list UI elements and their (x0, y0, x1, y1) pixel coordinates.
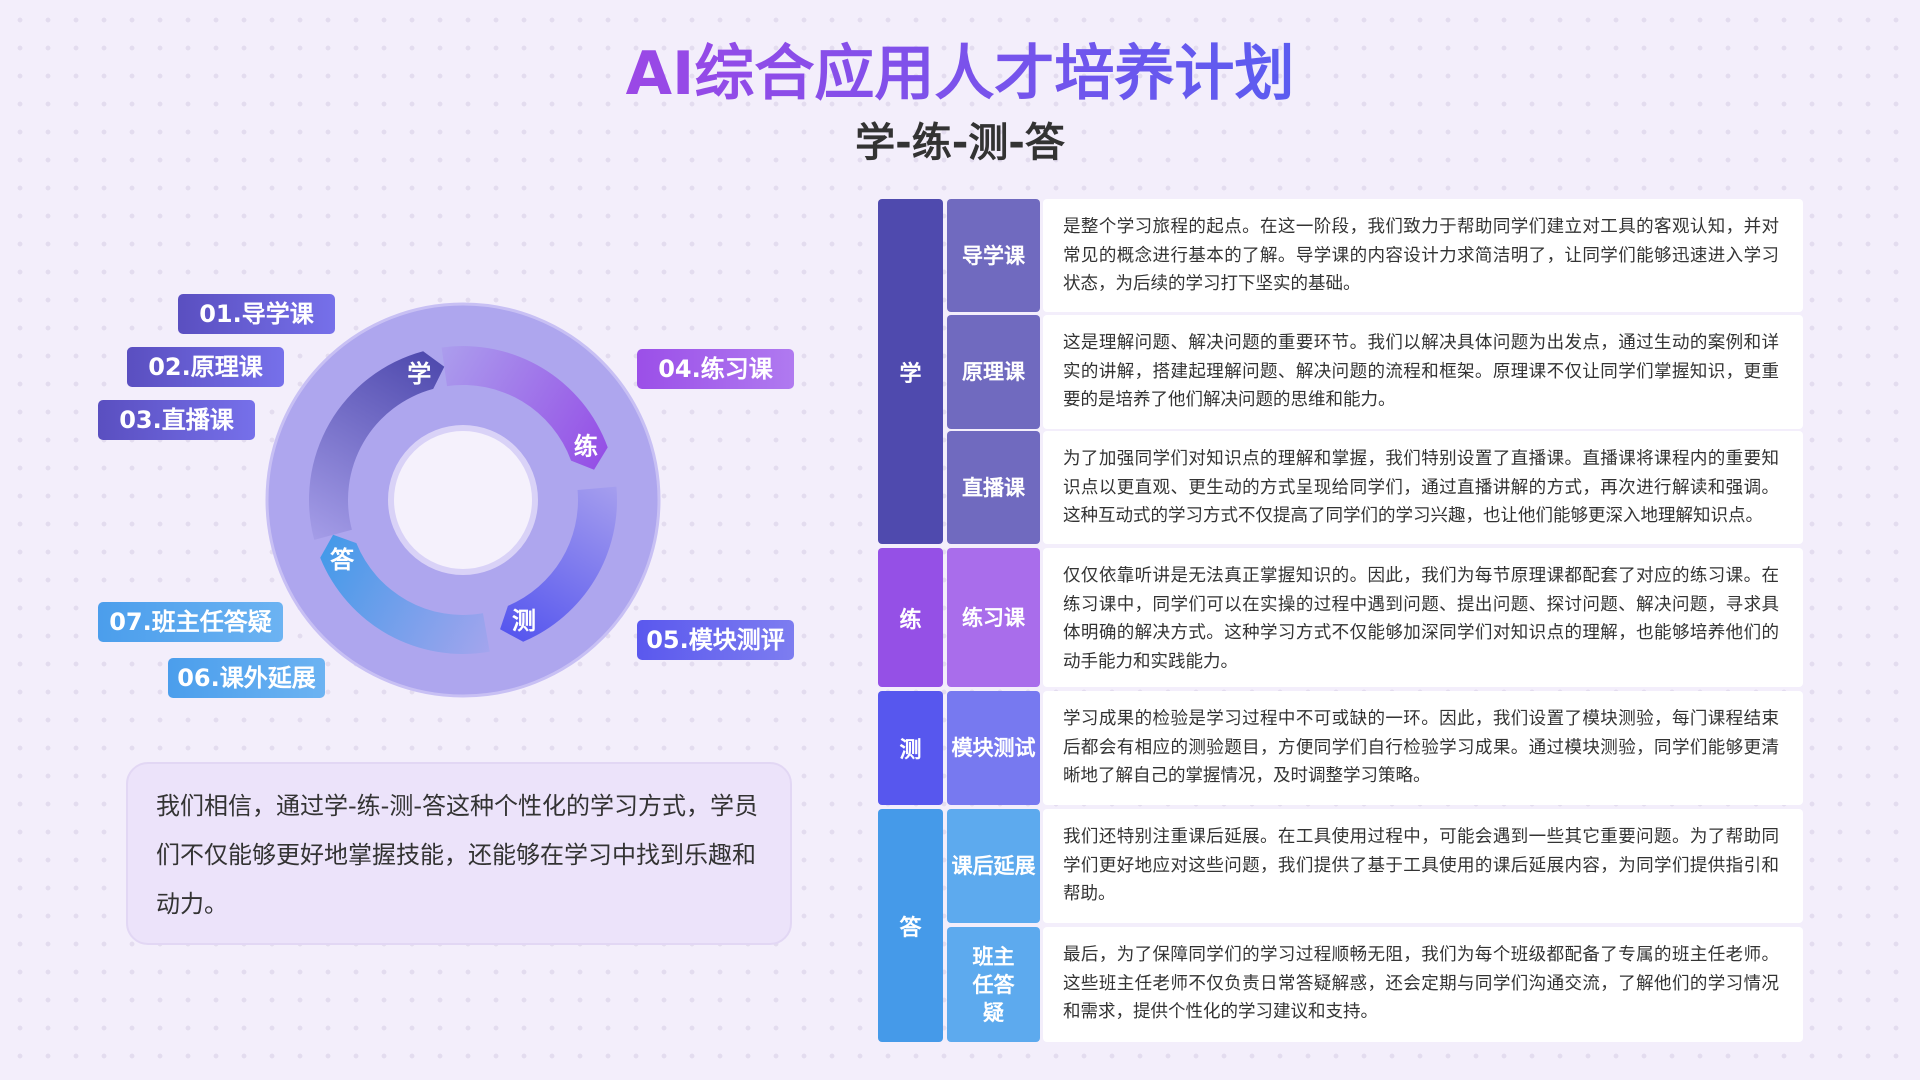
group-ce: 测 (878, 691, 943, 805)
course-table: 学 练 测 答 导学课 原理课 直播课 练习课 模块测试 课后延展 班主任答疑 … (878, 199, 1803, 1042)
row-name: 模块测试 (947, 691, 1040, 805)
group-xue: 学 (878, 199, 943, 544)
stage-da-label: 答 (330, 546, 355, 574)
stage-xue-arc (309, 351, 445, 540)
row-name: 班主任答疑 (947, 927, 1040, 1042)
row-description: 仅仅依靠听讲是无法真正掌握知识的。因此，我们为每节原理课都配套了对应的练习课。在… (1043, 548, 1803, 687)
stage-ce-arc (500, 486, 618, 642)
quote-box: 我们相信，通过学-练-测-答这种个性化的学习方式，学员们不仅能够更好地掌握技能，… (126, 762, 792, 945)
label-04: 04.练习课 (637, 349, 794, 389)
group-da: 答 (878, 809, 943, 1042)
row-name: 课后延展 (947, 809, 1040, 923)
stage-xue-label: 学 (407, 360, 431, 388)
group-lian: 练 (878, 548, 943, 687)
label-03: 03.直播课 (98, 400, 255, 440)
page-subtitle: 学-练-测-答 (855, 120, 1065, 166)
label-02: 02.原理课 (127, 347, 284, 387)
stage-lian-arc (441, 346, 608, 470)
row-name: 练习课 (947, 548, 1040, 687)
label-06: 06.课外延展 (168, 658, 325, 698)
row-name: 直播课 (947, 431, 1040, 544)
stage-da-arc (320, 534, 490, 654)
row-description: 为了加强同学们对知识点的理解和掌握，我们特别设置了直播课。直播课将课程内的重要知… (1043, 431, 1803, 544)
row-name: 原理课 (947, 315, 1040, 429)
label-01: 01.导学课 (178, 294, 335, 334)
row-description: 是整个学习旅程的起点。在这一阶段，我们致力于帮助同学们建立对工具的客观认知，并对… (1043, 199, 1803, 312)
page-title: AI综合应用人才培养计划 (625, 39, 1295, 109)
row-name: 导学课 (947, 199, 1040, 312)
row-description: 最后，为了保障同学们的学习过程顺畅无阻，我们为每个班级都配备了专属的班主任老师。… (1043, 927, 1803, 1042)
label-05: 05.模块测评 (637, 620, 794, 660)
stage-lian-label: 练 (574, 432, 598, 460)
stage-ce-label: 测 (512, 607, 536, 635)
row-description: 这是理解问题、解决问题的重要环节。我们以解决具体问题为出发点，通过生动的案例和详… (1043, 315, 1803, 429)
inner-hole (388, 425, 538, 575)
label-07: 07.班主任答疑 (98, 602, 283, 642)
row-description: 我们还特别注重课后延展。在工具使用过程中，可能会遇到一些其它重要问题。为了帮助同… (1043, 809, 1803, 923)
row-description: 学习成果的检验是学习过程中不可或缺的一环。因此，我们设置了模块测验，每门课程结束… (1043, 691, 1803, 805)
